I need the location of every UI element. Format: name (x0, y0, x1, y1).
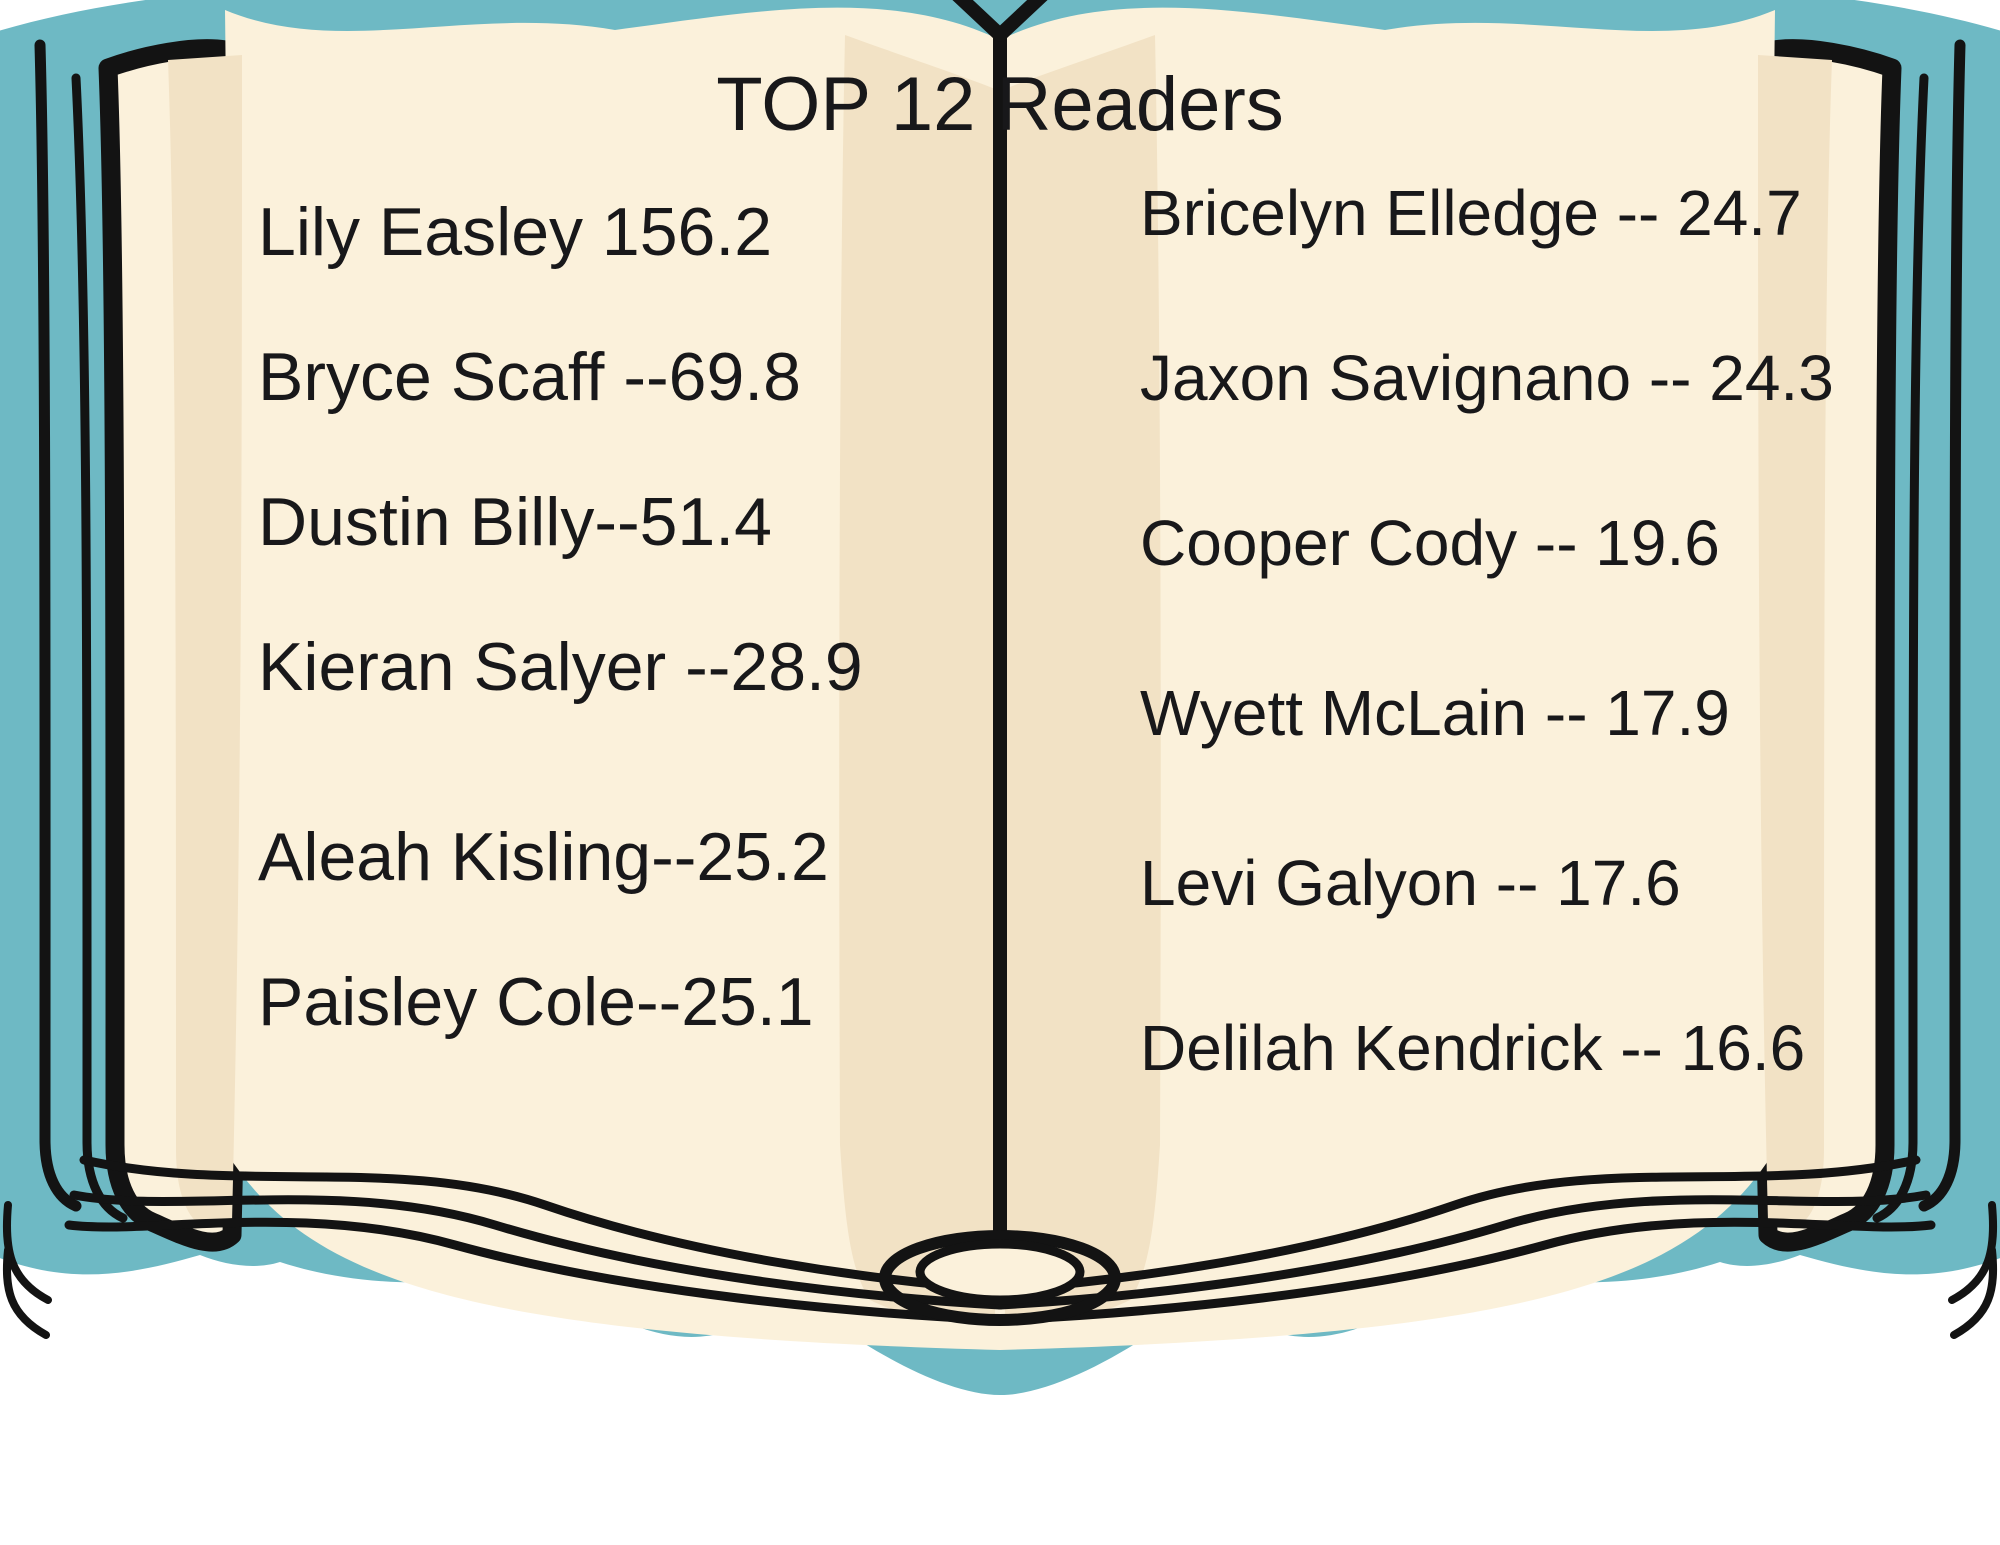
svg-text:Bricelyn Elledge -- 24.7: Bricelyn Elledge -- 24.7 (1140, 177, 1802, 249)
svg-text:Levi Galyon -- 17.6: Levi Galyon -- 17.6 (1140, 847, 1681, 919)
svg-text:Aleah Kisling--25.2: Aleah Kisling--25.2 (258, 819, 829, 895)
svg-text:TOP 12 Readers: TOP 12 Readers (716, 62, 1284, 147)
svg-text:Jaxon Savignano -- 24.3: Jaxon Savignano -- 24.3 (1140, 342, 1834, 414)
svg-text:Lily Easley 156.2: Lily Easley 156.2 (258, 194, 772, 270)
svg-text:Kieran Salyer --28.9: Kieran Salyer --28.9 (258, 629, 863, 705)
svg-text:Cooper Cody -- 19.6: Cooper Cody -- 19.6 (1140, 507, 1720, 579)
svg-text:Wyett McLain -- 17.9: Wyett McLain -- 17.9 (1140, 677, 1730, 749)
svg-text:Bryce Scaff --69.8: Bryce Scaff --69.8 (258, 339, 801, 415)
svg-text:Paisley Cole--25.1: Paisley Cole--25.1 (258, 964, 814, 1040)
svg-text:Delilah Kendrick -- 16.6: Delilah Kendrick -- 16.6 (1140, 1012, 1805, 1084)
svg-text:Dustin Billy--51.4: Dustin Billy--51.4 (258, 484, 772, 560)
